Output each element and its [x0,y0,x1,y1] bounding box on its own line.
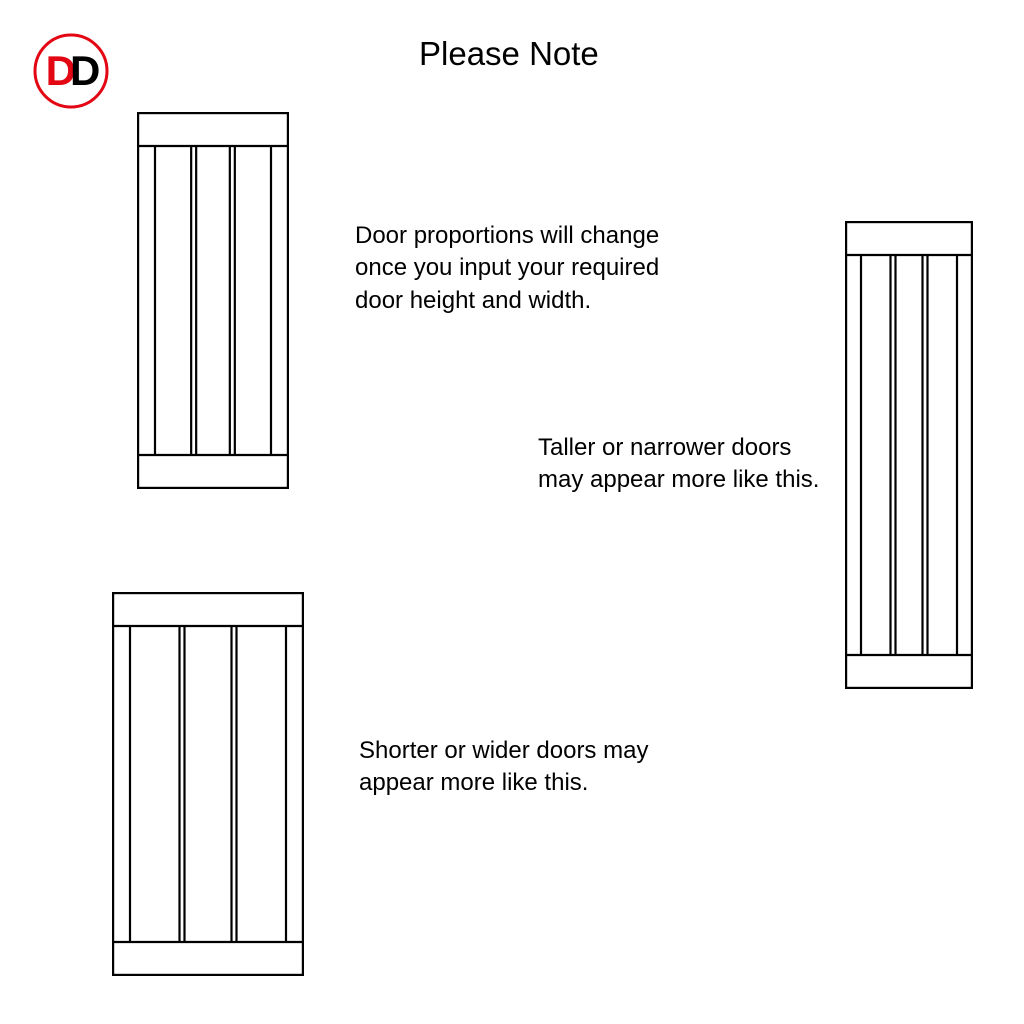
dd-logo: D D [32,32,110,110]
logo-circle-icon [32,32,110,110]
door-tall [845,221,973,689]
door-default [137,112,289,489]
door-wide [112,592,304,976]
caption-taller: Taller or narrower doors may appear more… [538,432,819,497]
page-title: Please Note [419,35,599,73]
caption-proportions: Door proportions will change once you in… [355,220,659,317]
caption-shorter: Shorter or wider doors may appear more l… [359,735,648,800]
